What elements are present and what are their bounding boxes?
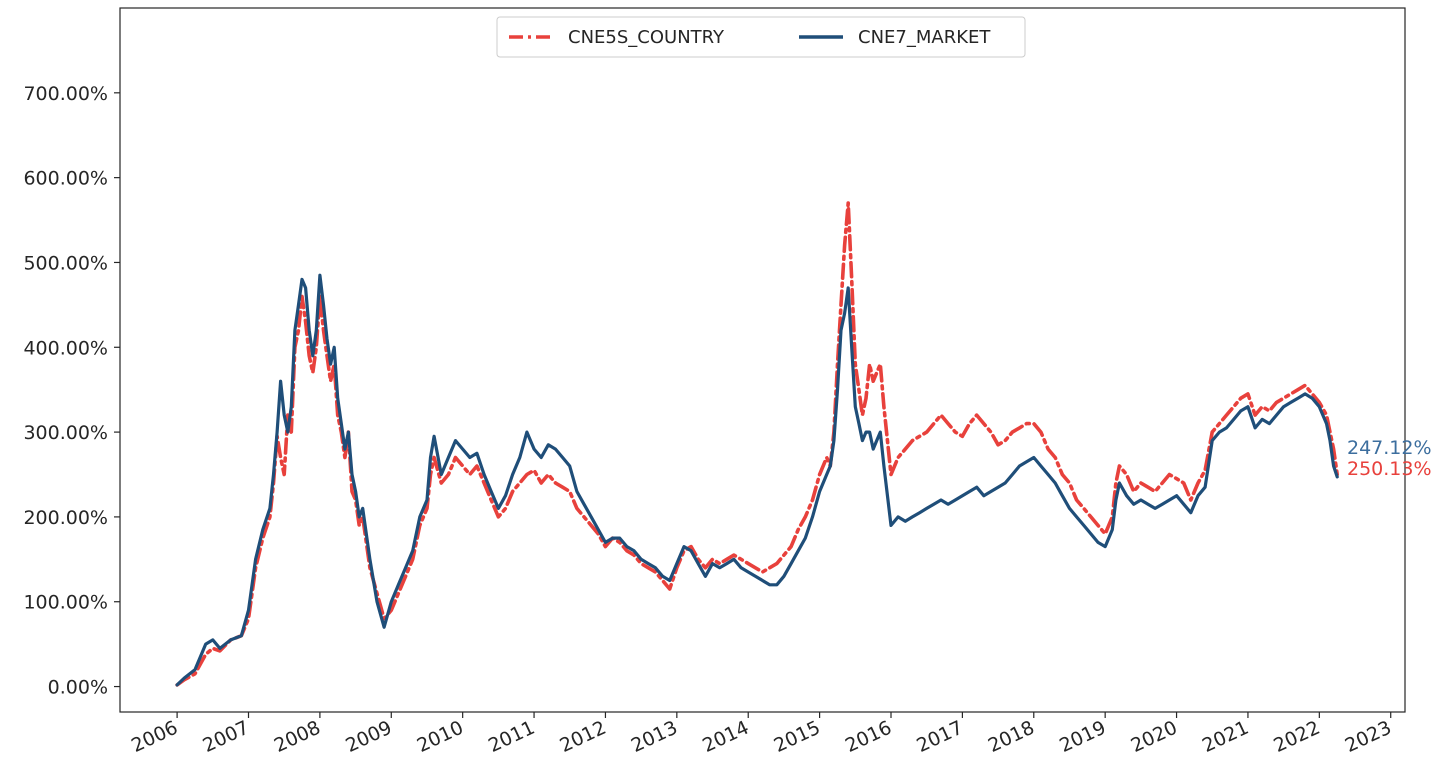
x-tick-label: 2008 xyxy=(271,717,324,757)
legend-label-cne5s-country: CNE5S_COUNTRY xyxy=(568,27,725,48)
series-layer xyxy=(175,201,1339,687)
x-tick-label: 2022 xyxy=(1270,717,1323,757)
x-tick-label: 2009 xyxy=(342,717,395,757)
end-labels: 247.12%250.13% xyxy=(1347,437,1432,480)
y-tick-label: 400.00% xyxy=(23,337,108,359)
x-tick-label: 2020 xyxy=(1128,717,1181,757)
x-tick-label: 2023 xyxy=(1342,717,1395,757)
legend-box xyxy=(496,16,1026,58)
end-value-label: 250.13% xyxy=(1347,458,1432,480)
x-tick-label: 2011 xyxy=(485,717,538,757)
x-tick-label: 2021 xyxy=(1199,717,1252,757)
legend: CNE5S_COUNTRY CNE7_MARKET xyxy=(496,16,1026,58)
series-line-cne7-market xyxy=(175,273,1339,687)
x-tick-label: 2017 xyxy=(913,717,966,757)
x-tick-label: 2010 xyxy=(414,717,467,757)
y-axis: 0.00% 100.00% 200.00% 300.00% 400.00% 500.00%… xyxy=(23,83,120,699)
end-value-label: 247.12% xyxy=(1347,437,1432,459)
x-tick-label: 2015 xyxy=(771,717,824,757)
x-tick-label: 2016 xyxy=(842,717,895,757)
y-tick-label: 0.00% xyxy=(48,677,108,699)
y-tick-label: 100.00% xyxy=(23,592,108,614)
x-tick-label: 2012 xyxy=(556,717,609,757)
x-tick-label: 2007 xyxy=(199,717,252,757)
x-tick-label: 2018 xyxy=(985,717,1038,757)
x-tick-label: 2019 xyxy=(1056,717,1109,757)
x-tick-label: 2013 xyxy=(628,717,681,757)
legend-label-cne7-market: CNE7_MARKET xyxy=(858,27,991,48)
plot-frame xyxy=(119,7,1406,713)
y-tick-label: 200.00% xyxy=(23,507,108,529)
y-tick-label: 300.00% xyxy=(23,422,108,444)
y-tick-label: 600.00% xyxy=(23,168,108,190)
y-tick-label: 700.00% xyxy=(23,83,108,105)
x-tick-label: 2014 xyxy=(699,717,752,757)
series-line-cne5s-country xyxy=(175,201,1339,687)
x-axis: 2006 2007 2008 2009 2010 2011 2012 2013 2014 2015… xyxy=(128,712,1395,757)
y-tick-label: 500.00% xyxy=(23,252,108,274)
x-tick-label: 2006 xyxy=(128,717,181,757)
